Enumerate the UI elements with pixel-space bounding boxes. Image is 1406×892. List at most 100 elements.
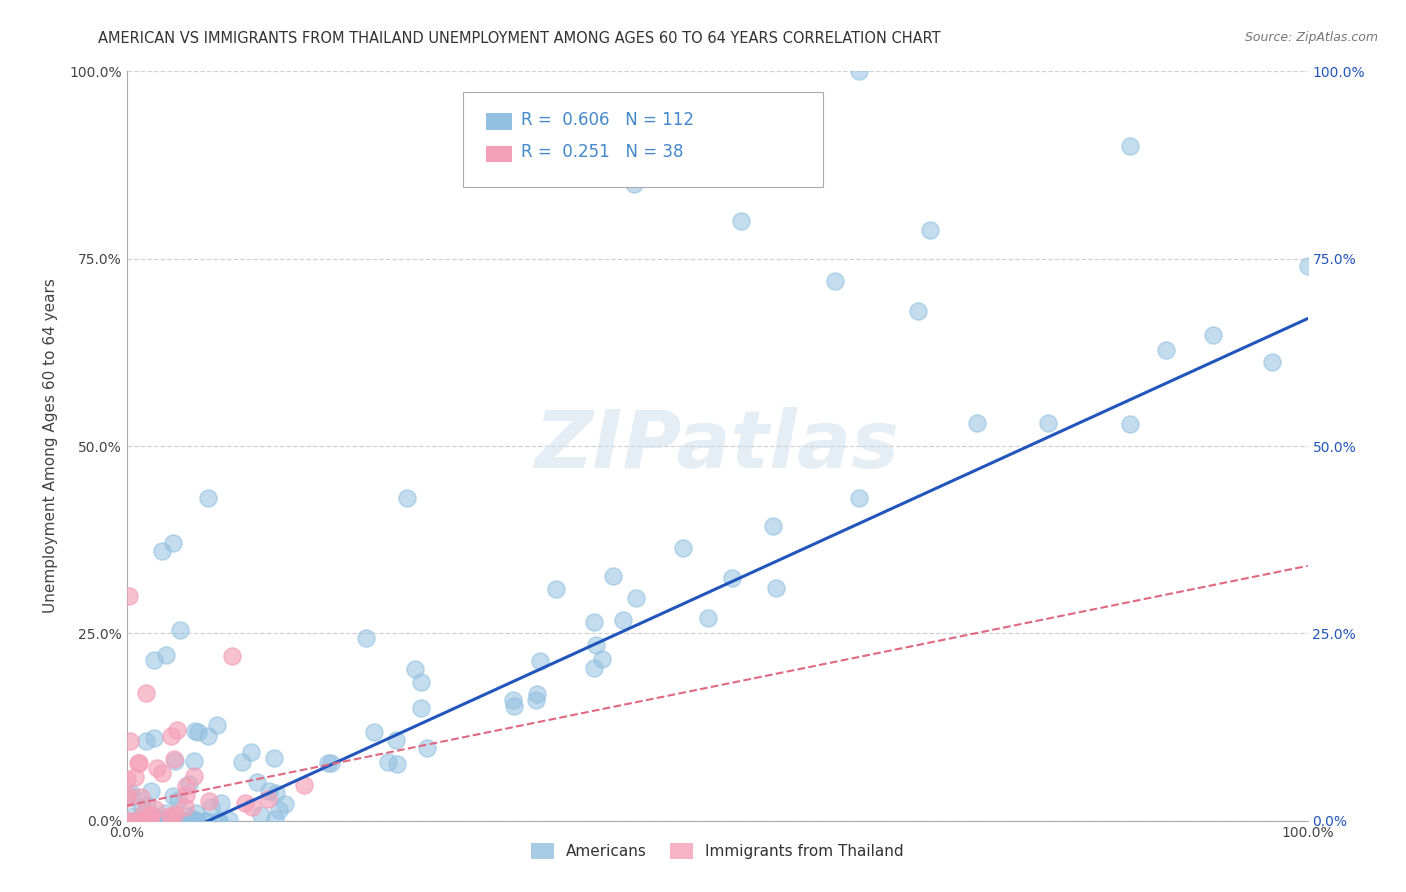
Point (249, 807, 271, 822)
Point (197, 491, 219, 506)
Point (526, 687, 548, 701)
Point (150, 544, 173, 558)
Point (150, 766, 173, 780)
Point (409, 701, 432, 715)
Point (174, 779, 197, 793)
Point (115, 772, 138, 787)
Point (172, 814, 194, 828)
Point (135, 810, 157, 824)
Point (697, 611, 720, 625)
Point (187, 724, 209, 739)
Point (165, 814, 187, 828)
Point (148, 814, 170, 828)
Point (384, 733, 406, 747)
Point (585, 638, 607, 652)
Point (142, 814, 165, 828)
Point (1154, 343, 1177, 358)
Point (129, 814, 152, 828)
Point (240, 800, 263, 814)
Point (143, 802, 166, 816)
Point (184, 723, 207, 738)
Point (502, 692, 524, 706)
Point (197, 729, 219, 743)
Point (131, 789, 153, 804)
Point (263, 751, 285, 765)
Point (160, 811, 183, 825)
Point (354, 631, 377, 645)
Point (1036, 416, 1059, 430)
Point (165, 807, 187, 822)
Point (118, 733, 141, 747)
Point (292, 778, 315, 792)
Point (163, 752, 186, 766)
Point (132, 807, 155, 822)
Point (120, 786, 142, 800)
Point (145, 814, 167, 828)
Point (274, 797, 297, 811)
Point (159, 809, 181, 823)
Point (208, 814, 231, 828)
Point (117, 814, 139, 828)
Point (156, 814, 179, 828)
Point (183, 812, 205, 826)
Point (128, 756, 150, 771)
Point (824, 274, 846, 288)
Point (583, 615, 606, 629)
Point (184, 805, 207, 820)
Text: R =  0.606   N = 112: R = 0.606 N = 112 (522, 112, 695, 129)
Point (198, 794, 221, 808)
Point (117, 814, 139, 828)
Point (136, 798, 159, 813)
Point (135, 734, 157, 748)
Point (141, 814, 163, 828)
Point (115, 787, 138, 801)
Point (146, 760, 169, 774)
Text: ZIPatlas: ZIPatlas (534, 407, 900, 485)
Point (231, 756, 253, 770)
Point (672, 541, 695, 555)
Point (195, 814, 218, 828)
Point (127, 756, 149, 770)
Point (131, 814, 153, 828)
Point (966, 416, 988, 430)
Point (721, 571, 744, 585)
Text: AMERICAN VS IMMIGRANTS FROM THAILAND UNEMPLOYMENT AMONG AGES 60 TO 64 YEARS CORR: AMERICAN VS IMMIGRANTS FROM THAILAND UNE… (98, 31, 941, 46)
Point (138, 808, 160, 822)
Point (124, 770, 146, 784)
Point (156, 814, 179, 828)
Point (162, 536, 184, 550)
Point (166, 814, 188, 828)
Point (152, 814, 174, 828)
Point (145, 810, 167, 824)
Point (544, 582, 567, 596)
Point (155, 814, 177, 828)
Point (131, 801, 153, 815)
Point (602, 568, 624, 582)
Point (1119, 139, 1142, 153)
FancyBboxPatch shape (485, 145, 512, 162)
Point (257, 792, 280, 806)
Point (124, 814, 146, 828)
Point (529, 654, 551, 668)
Point (184, 814, 207, 828)
Point (1119, 417, 1142, 431)
Point (153, 814, 176, 828)
Point (143, 653, 166, 667)
Point (583, 660, 606, 674)
Point (174, 800, 197, 814)
Point (385, 757, 408, 772)
Point (395, 491, 418, 506)
Point (233, 796, 256, 810)
Point (166, 723, 188, 737)
Point (762, 519, 785, 533)
FancyBboxPatch shape (463, 92, 824, 187)
Point (319, 756, 342, 771)
Point (169, 814, 191, 828)
Point (591, 652, 613, 666)
Point (848, 64, 870, 78)
Point (200, 800, 222, 814)
Point (218, 813, 240, 827)
Point (153, 806, 176, 821)
Point (135, 686, 157, 700)
Point (257, 784, 280, 798)
